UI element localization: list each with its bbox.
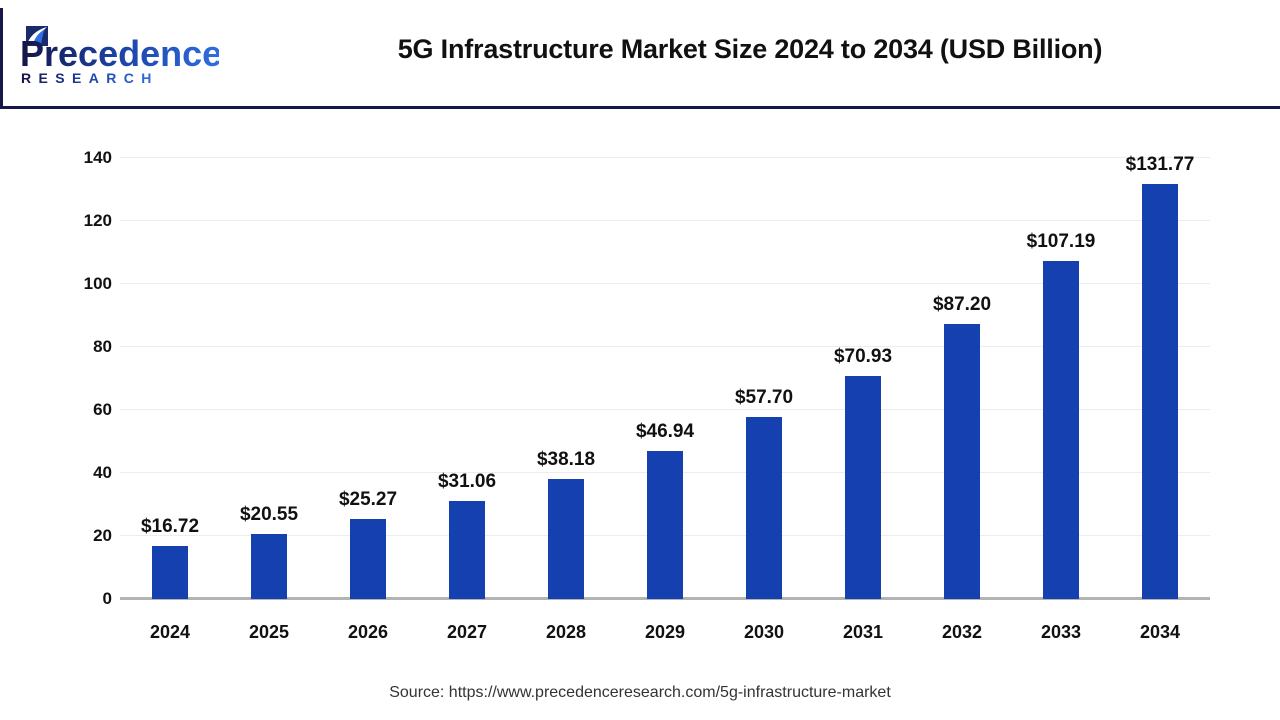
svg-text:RESEARCH: RESEARCH bbox=[21, 70, 159, 86]
bar-value-label: $20.55 bbox=[239, 504, 299, 526]
x-axis-tick-label: 2026 bbox=[347, 622, 389, 642]
gridline bbox=[120, 220, 1210, 221]
y-axis-tick-label: 80 bbox=[93, 337, 112, 356]
bar-value-label: $87.20 bbox=[932, 294, 992, 316]
bar-value-label: $25.27 bbox=[338, 489, 398, 511]
page-title: 5G Infrastructure Market Size 2024 to 20… bbox=[397, 34, 1103, 64]
y-axis-tick-label: 40 bbox=[93, 463, 112, 482]
bar-value-label: $38.18 bbox=[536, 448, 596, 470]
gridline bbox=[120, 157, 1210, 158]
bar-group[interactable]: $107.19 bbox=[1012, 139, 1110, 599]
bar-group[interactable]: $57.70 bbox=[715, 139, 813, 599]
bar-group[interactable]: $46.94 bbox=[616, 139, 714, 599]
x-axis-tick-label: 2033 bbox=[1040, 622, 1082, 642]
bar[interactable] bbox=[152, 546, 188, 599]
gridline bbox=[120, 409, 1210, 410]
source-caption: Source: https://www.precedenceresearch.c… bbox=[389, 684, 891, 701]
chart-header: Precedence RESEARCH 5G Infrastructure Ma… bbox=[0, 0, 1280, 109]
bar-value-label: $70.93 bbox=[833, 345, 893, 367]
y-axis-tick-label: 100 bbox=[83, 274, 112, 293]
x-axis-tick-label: 2025 bbox=[248, 622, 290, 642]
bar-group[interactable]: $87.20 bbox=[913, 139, 1011, 599]
bar[interactable] bbox=[647, 451, 683, 599]
bar[interactable] bbox=[251, 534, 287, 599]
bar-group[interactable]: $25.27 bbox=[319, 139, 417, 599]
header-left-rule bbox=[0, 8, 3, 109]
bar-group[interactable]: $16.72 bbox=[121, 139, 219, 599]
bar-group[interactable]: $38.18 bbox=[517, 139, 615, 599]
bar[interactable] bbox=[548, 478, 584, 599]
x-axis-tick-label: 2024 bbox=[149, 622, 191, 642]
x-axis-tick-label: 2031 bbox=[842, 622, 884, 642]
bar[interactable] bbox=[845, 375, 881, 599]
x-axis-tick-label: 2029 bbox=[644, 622, 686, 642]
bar-group[interactable]: $31.06 bbox=[418, 139, 516, 599]
y-axis-tick-label: 120 bbox=[83, 211, 112, 230]
bar-value-label: $57.70 bbox=[734, 387, 794, 409]
bar[interactable] bbox=[944, 324, 980, 599]
bar[interactable] bbox=[1043, 261, 1079, 599]
y-axis-tick-label: 140 bbox=[83, 148, 112, 167]
bar-value-label: $46.94 bbox=[635, 421, 695, 443]
gridline bbox=[120, 283, 1210, 284]
precedence-research-logo: Precedence RESEARCH bbox=[14, 24, 219, 86]
y-axis-tick-label: 20 bbox=[93, 526, 112, 545]
x-axis-tick-label: 2028 bbox=[545, 622, 587, 642]
bar-value-label: $16.72 bbox=[140, 516, 200, 538]
x-axis-tick-label: 2027 bbox=[446, 622, 488, 642]
bar-value-label: $31.06 bbox=[437, 471, 497, 493]
svg-text:Precedence: Precedence bbox=[20, 33, 219, 74]
bar[interactable] bbox=[449, 501, 485, 599]
x-axis-tick-label: 2032 bbox=[941, 622, 983, 642]
bar-group[interactable]: $131.77 bbox=[1111, 139, 1209, 599]
y-axis-tick-label: 0 bbox=[102, 589, 112, 608]
bar-group[interactable]: $20.55 bbox=[220, 139, 318, 599]
bar[interactable] bbox=[1142, 183, 1178, 599]
bar-series: 2024 $16.72 2025 $20.55 2026 $25.27 2027 $31.06… bbox=[0, 109, 1280, 720]
x-axis-tick-label: 2030 bbox=[743, 622, 785, 642]
bar[interactable] bbox=[746, 417, 782, 599]
bar-value-label: $107.19 bbox=[1026, 231, 1096, 253]
bar[interactable] bbox=[350, 519, 386, 599]
y-axis-tick-label: 60 bbox=[93, 400, 112, 419]
chart-plot-area: 0 20 40 60 80 100 120 140 2024 $16.72 2025 $20.55 2… bbox=[0, 109, 1280, 720]
x-axis-tick-label: 2034 bbox=[1139, 622, 1181, 642]
gridline bbox=[120, 346, 1210, 347]
bar-value-label: $131.77 bbox=[1125, 153, 1195, 175]
bar-group[interactable]: $70.93 bbox=[814, 139, 912, 599]
